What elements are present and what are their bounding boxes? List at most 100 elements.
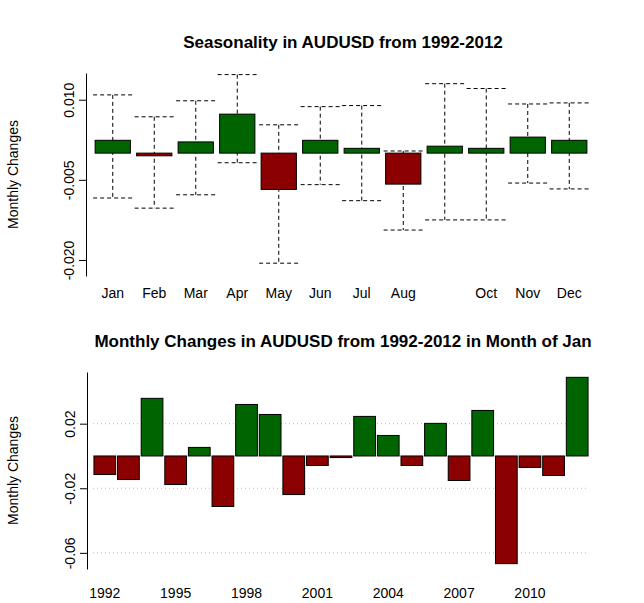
bar — [259, 414, 281, 455]
grid-line — [93, 423, 589, 424]
whisker — [486, 88, 487, 219]
whisker-cap — [384, 230, 423, 231]
bar — [427, 146, 462, 153]
tick-label: Feb — [142, 285, 166, 301]
bar — [386, 153, 421, 184]
bar — [401, 456, 423, 466]
tick: 1992 — [89, 585, 120, 601]
tick-mark — [79, 260, 86, 261]
tick-label: Oct — [475, 285, 497, 301]
bar — [137, 153, 172, 156]
tick-mark — [80, 488, 87, 489]
whisker-cap — [176, 194, 215, 195]
tick: 2010 — [514, 585, 545, 601]
tick: -0.020 — [61, 240, 86, 280]
tick-label: -0.020 — [61, 240, 77, 280]
whisker-cap — [425, 83, 464, 84]
tick-label: Mar — [184, 285, 208, 301]
whisker-cap — [93, 94, 132, 95]
tick-label: Jul — [353, 285, 371, 301]
tick: -0.005 — [61, 160, 86, 200]
tick: -0.02 — [62, 473, 87, 505]
axis-line — [86, 74, 87, 277]
whisker-cap — [425, 219, 464, 220]
whisker-cap — [301, 106, 340, 107]
bar — [377, 435, 399, 456]
y-axis: -0.06 -0.02 0.02 — [62, 373, 88, 570]
tick-label: 0.02 — [62, 410, 78, 437]
bar — [330, 456, 352, 458]
tick-label: Aug — [391, 285, 416, 301]
tick: 0.010 — [61, 82, 86, 117]
tick: 1995 — [160, 585, 191, 601]
tick: Aug — [391, 285, 416, 301]
whisker-cap — [342, 200, 381, 201]
bar — [178, 142, 213, 153]
bar — [552, 140, 587, 153]
bar — [519, 456, 541, 467]
bar — [425, 423, 447, 456]
tick: 2007 — [444, 585, 475, 601]
bar — [261, 153, 296, 189]
bar — [566, 377, 588, 456]
bar — [220, 114, 255, 153]
tick: Dec — [557, 285, 582, 301]
bar — [95, 140, 130, 153]
tick-label: 2001 — [302, 585, 333, 601]
whisker-cap — [176, 100, 215, 101]
tick: Apr — [226, 285, 248, 301]
whisker-cap — [93, 198, 132, 199]
tick-mark — [80, 424, 87, 425]
tick-label: May — [266, 285, 292, 301]
title: Seasonality in AUDUSD from 1992-2012 — [183, 33, 503, 52]
whisker-cap — [384, 150, 423, 151]
y-axis-title: Monthly Changes — [5, 416, 21, 525]
tick: Mar — [184, 285, 208, 301]
bar — [118, 456, 140, 480]
x-axis: 1992199519982001200420072010 — [89, 585, 546, 601]
tick: May — [266, 285, 292, 301]
whisker-cap — [467, 219, 506, 220]
whisker-cap — [550, 188, 589, 189]
tick-label: -0.02 — [62, 473, 78, 505]
x-axis: JanFebMarAprMayJunJulAugOctNovDec — [101, 285, 581, 301]
bar — [188, 447, 210, 456]
tick-mark — [79, 180, 86, 181]
y-axis-title: Monthly Changes — [5, 120, 21, 229]
tick-label: -0.005 — [61, 160, 77, 200]
bar — [283, 456, 305, 495]
tick: Oct — [475, 285, 497, 301]
tick-mark — [79, 100, 86, 101]
tick-label: -0.06 — [62, 537, 78, 569]
title: Monthly Changes in AUDUSD from 1992-2012… — [94, 332, 591, 351]
bar — [165, 456, 187, 485]
tick-label: 1998 — [231, 585, 262, 601]
bar — [236, 404, 258, 456]
whisker-cap — [218, 162, 257, 163]
tick-label: 1995 — [160, 585, 191, 601]
whisker-cap — [259, 124, 298, 125]
whisker-cap — [342, 105, 381, 106]
tick: Feb — [142, 285, 166, 301]
whisker-cap — [467, 88, 506, 89]
chart-1: -0.06-0.020.0219921995199820012004200720… — [5, 332, 592, 601]
bar — [344, 148, 379, 153]
whisker-cap — [218, 74, 257, 75]
tick: Nov — [515, 285, 540, 301]
bar — [94, 456, 116, 475]
tick-label: 0.010 — [61, 82, 77, 117]
tick: Jan — [101, 285, 124, 301]
whisker-cap — [508, 183, 547, 184]
tick: Jul — [353, 285, 371, 301]
chart-canvas: -0.020-0.0050.010JanFebMarAprMayJunJulAu… — [0, 0, 644, 603]
whisker — [278, 125, 279, 263]
whisker-cap — [259, 263, 298, 264]
bar — [303, 140, 338, 153]
tick-label: Dec — [557, 285, 582, 301]
whiskers — [93, 75, 589, 264]
whisker-cap — [508, 103, 547, 104]
bar — [307, 456, 329, 466]
bars — [94, 377, 588, 563]
plot-area — [94, 377, 588, 563]
tick-label: 2010 — [514, 585, 545, 601]
